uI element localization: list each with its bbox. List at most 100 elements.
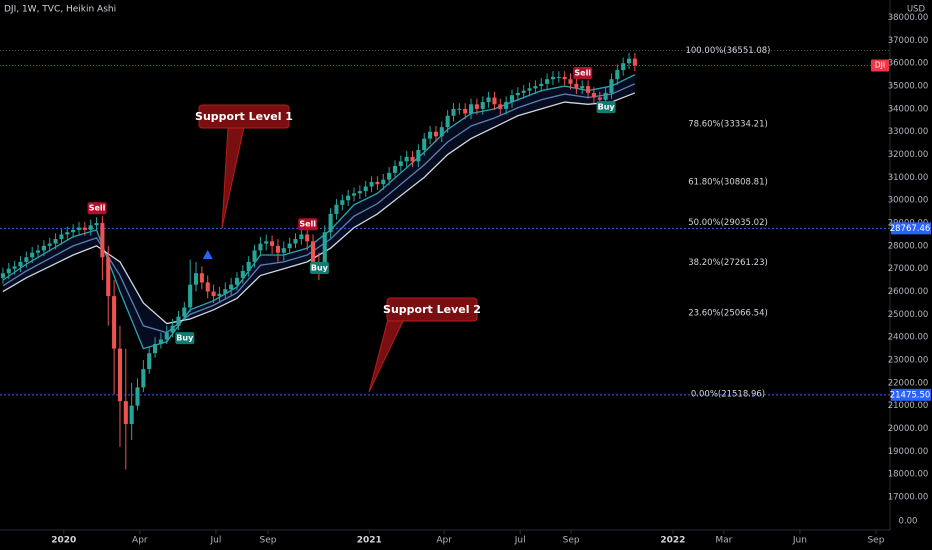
candle-body [591,92,596,98]
y-tick-label: 20000.00 [888,424,929,434]
candle-body [509,95,515,103]
candle-body [586,86,591,93]
candle-body [433,131,438,137]
candle-body [568,79,573,84]
candle-body [141,369,146,388]
candle-body [217,293,222,297]
callout-2: Support Level 2 [368,297,481,393]
candle-body [375,181,380,185]
y-tick-label: 23000.00 [888,356,929,366]
candle-body [603,92,608,100]
signal-label: Buy [311,264,329,273]
ribbon-fill [2,74,635,349]
price-tag-label: 21475.50 [890,390,931,400]
callout-box [386,297,478,322]
candle-body [153,344,158,354]
candle-body [199,273,204,283]
candle-body [0,273,5,278]
x-tick-label: Sep [563,536,580,546]
y-tick-label: 37000.00 [888,36,929,46]
candle-body [504,102,509,109]
candle-body [76,227,82,230]
y-tick-label: 17000.00 [888,493,929,503]
candle-body [94,223,99,226]
candle-body [457,108,462,110]
candle-body [252,250,257,262]
candle-body [463,108,468,114]
candle-body [229,284,234,290]
candle-body [18,261,23,267]
signal-box [175,332,195,345]
candle-body [621,63,626,71]
x-tick-label: Sep [260,536,277,546]
candle-body [328,213,333,233]
y-tick-label: 34000.00 [888,104,929,114]
candle-body [193,273,199,285]
callout-box [198,104,290,129]
y-tick-label: 32000.00 [888,150,929,160]
candle-body [53,239,58,244]
candle-body [416,149,421,162]
candle-body [88,225,93,230]
candle-body [71,229,76,233]
y-tick-label: 30000.00 [888,196,929,206]
candle-body [334,204,339,214]
y-tick-label: 35000.00 [888,82,929,92]
candle-body [387,172,392,180]
candle-body [445,115,450,128]
candle-body [533,86,538,89]
y-tick-label: 33000.00 [888,127,929,137]
signal: Buy [596,101,616,114]
x-tick-label: Jul [209,536,221,546]
candle-body [428,131,433,139]
candle-body [527,88,532,91]
candle-body [281,248,286,253]
candle-body [240,270,245,278]
candle-body [12,266,17,269]
price-tag-label: 28767.46 [890,224,931,234]
candle-body [176,316,181,326]
x-tick-label: 2022 [660,536,685,546]
last-price-label: DJI [875,61,885,70]
price-tag [891,222,931,235]
chart-title: DJI, 1W, TVC, Heikin Ashi [4,5,116,15]
candle-body [574,83,579,89]
price-tag [891,388,931,401]
x-tick-label: Apr [436,536,452,546]
y-tick-label: 19000.00 [888,447,929,457]
candle-body [6,268,11,274]
x-tick-label: Sep [867,536,884,546]
signal: Sell [87,202,107,215]
candle-body [129,405,134,424]
signal-box [573,67,593,80]
signal: Buy [309,262,329,275]
candle-body [439,127,444,137]
signal: Sell [298,218,318,231]
candle-body [632,58,637,66]
candle-body [550,76,556,80]
candle-body [275,245,280,253]
candle-body [30,252,35,258]
candle-body [468,104,474,114]
candle-body [580,86,585,89]
currency-label: USD [907,5,926,15]
candle-body [351,193,357,196]
candle-body [82,227,87,230]
candle-body [47,243,52,246]
candle-body [539,83,544,87]
candle-body [369,181,374,187]
candle-body [135,387,140,406]
candle-body [305,234,310,242]
candle-body [492,97,497,105]
y-tick-label: 22000.00 [888,378,929,388]
x-tick-label: Jun [792,536,807,546]
candle-body [270,241,275,246]
signal-box [87,202,107,215]
y-tick-label: 24000.00 [888,333,929,343]
signal-label: Sell [299,220,316,229]
candle-body [363,186,368,192]
candle-body [381,179,386,185]
x-tick-label: Mar [715,536,732,546]
